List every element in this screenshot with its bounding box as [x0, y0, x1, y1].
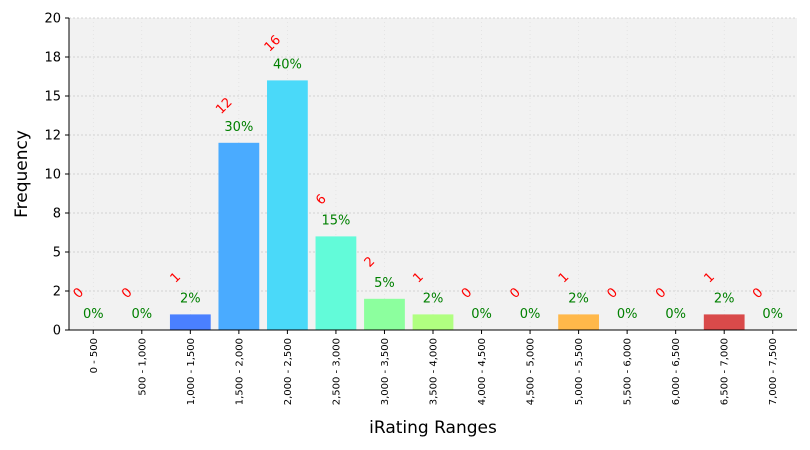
bar	[267, 80, 308, 331]
x-tick-label: 5,000 - 5,500	[574, 338, 585, 405]
percent-label: 2%	[568, 291, 589, 306]
x-tick-label: 1,000 - 1,500	[186, 338, 197, 405]
x-axis-title: iRating Ranges	[369, 418, 497, 438]
bar	[412, 314, 454, 330]
bar	[169, 314, 211, 330]
y-tick-label: 10	[44, 168, 61, 183]
x-tick-label: 6,000 - 6,500	[671, 338, 682, 405]
y-tick-label: 20	[44, 12, 61, 27]
bar	[364, 298, 405, 330]
percent-label: 0%	[520, 307, 541, 322]
bar	[703, 314, 745, 330]
x-tick-label: 4,000 - 4,500	[477, 338, 488, 405]
x-tick-label: 3,000 - 3,500	[380, 338, 391, 405]
y-tick-label: 5	[53, 246, 61, 261]
bar	[315, 236, 357, 330]
y-tick-label: 18	[44, 51, 61, 66]
percent-label: 30%	[224, 120, 253, 135]
percent-label: 0%	[471, 307, 492, 322]
percent-label: 0%	[665, 307, 686, 322]
x-tick-label: 2,500 - 3,000	[331, 338, 342, 405]
x-tick-label: 5,500 - 6,000	[623, 338, 634, 405]
x-tick-label: 7,000 - 7,500	[768, 338, 779, 405]
percent-label: 15%	[321, 213, 350, 228]
percent-label: 5%	[374, 276, 395, 291]
x-tick-label: 500 - 1,000	[137, 338, 148, 396]
x-tick-label: 4,500 - 5,000	[526, 338, 537, 405]
x-tick-label: 1,500 - 2,000	[234, 338, 245, 405]
percent-label: 0%	[617, 307, 638, 322]
percent-label: 0%	[762, 307, 783, 322]
y-tick-label: 12	[44, 129, 61, 144]
x-tick-label: 6,500 - 7,000	[720, 338, 731, 405]
x-tick-label: 3,500 - 4,000	[429, 338, 440, 405]
bars	[169, 80, 745, 331]
bar	[218, 142, 260, 330]
percent-label: 40%	[273, 57, 302, 72]
y-tick-label: 8	[53, 207, 61, 222]
percent-label: 2%	[714, 291, 735, 306]
x-tick-label: 2,000 - 2,500	[283, 338, 294, 405]
x-axis-ticks: 0 - 500 500 - 1,000 1,000 - 1,500 1,500 - 2…	[89, 330, 779, 405]
y-tick-label: 2	[53, 285, 61, 300]
percent-label: 0%	[83, 307, 104, 322]
y-tick-label: 0	[53, 324, 61, 339]
percent-label: 2%	[180, 291, 201, 306]
percent-label: 0%	[131, 307, 152, 322]
percent-label: 2%	[423, 291, 444, 306]
y-tick-label: 15	[44, 90, 61, 105]
y-axis-ticks: 0 2 5 8 10 12 15 18 20	[44, 12, 69, 339]
bar	[558, 314, 599, 330]
y-axis-title: Frequency	[12, 130, 32, 218]
x-tick-label: 0 - 500	[89, 338, 100, 373]
